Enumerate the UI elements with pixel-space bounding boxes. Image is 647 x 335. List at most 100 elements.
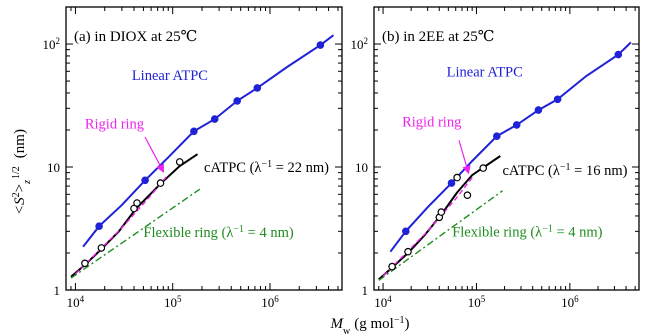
data-point [447, 179, 456, 187]
x-label-power: −1 [394, 315, 405, 326]
annotation-arrow [144, 136, 165, 173]
x-label-sub: w [343, 326, 351, 335]
annotation-label: cATPC (λ−1 = 16 nm) [502, 161, 627, 179]
annotation-after: = 4 nm) [553, 224, 603, 240]
y-label-unit: (nm) [12, 129, 28, 158]
panel-title: (b) in 2EE at 25℃ [382, 29, 495, 45]
data-point [190, 127, 198, 136]
data-point [141, 176, 149, 185]
plot-frame [65, 6, 343, 291]
x-tick-label: 104 [374, 294, 392, 310]
data-point [156, 179, 165, 187]
y-label-after: > [12, 184, 28, 192]
data-point [463, 191, 472, 200]
data-point [401, 227, 410, 236]
series-line [70, 153, 199, 278]
annotation-after: = 4 nm) [244, 225, 294, 241]
data-point [233, 97, 242, 105]
y-axis-label: <S2>z1/2 (nm) [11, 129, 33, 215]
series-line [378, 190, 503, 281]
annotation-label: Rigid ring [402, 114, 461, 130]
x-tick-label-exp: 5 [481, 294, 486, 304]
annotation-sup: −1 [233, 224, 244, 235]
x-tick-label-base: 10 [468, 295, 481, 310]
x-tick-label-exp: 5 [177, 294, 182, 304]
y-label-sup: 2 [11, 192, 22, 197]
annotation-text: Linear ATPC [447, 64, 523, 80]
annotation-label: Flexible ring (λ−1 = 4 nm) [143, 224, 293, 242]
x-tick-label: 106 [261, 294, 279, 310]
x-tick-label-base: 10 [374, 295, 387, 310]
y-tick-label: 1 [362, 283, 369, 298]
y-tick-label: 10 [47, 160, 60, 175]
data-point [81, 259, 89, 268]
annotation-sup: −1 [560, 161, 571, 172]
plot-frame [373, 6, 640, 291]
y-label-sub: z [22, 180, 33, 185]
y-tick-label-base: 1 [54, 283, 61, 298]
data-point [534, 106, 543, 114]
x-label-unit: (g mol [354, 316, 394, 332]
y-tick-label-base: 10 [47, 160, 60, 175]
data-point [253, 84, 262, 92]
annotation-text: Rigid ring [402, 114, 461, 130]
x-tick-label: 106 [561, 294, 579, 310]
annotation-text: Linear ATPC [132, 68, 208, 84]
y-tick-label-base: 1 [362, 283, 369, 298]
annotation-sup: −1 [542, 223, 553, 234]
annotation-label: Linear ATPC [447, 64, 523, 80]
data-point [492, 132, 501, 141]
x-tick-label-base: 10 [67, 295, 80, 310]
y-tick-label: 1 [54, 283, 61, 298]
y-tick-label-exp: 2 [56, 36, 61, 46]
annotation-text: cATPC (λ [204, 160, 261, 176]
annotation-after: = 22 nm) [272, 160, 329, 176]
data-point [553, 95, 562, 104]
panel-title: (a) in DIOX at 25℃ [74, 29, 197, 45]
x-label-main: M [330, 316, 345, 332]
x-tick-label-exp: 6 [274, 294, 279, 304]
series-line [389, 41, 632, 253]
data-point [614, 50, 623, 59]
x-label-close: ) [404, 316, 409, 332]
y-tick-label-base: 10 [43, 37, 56, 52]
data-point [175, 158, 184, 166]
x-tick-label-base: 10 [261, 295, 274, 310]
x-tick-label-exp: 6 [574, 294, 579, 304]
y-tick-label-base: 10 [351, 37, 364, 52]
x-tick-label-base: 10 [164, 295, 177, 310]
series-line [82, 34, 335, 248]
data-point [479, 164, 488, 172]
x-axis-label: Mw (g mol−1) [330, 315, 410, 335]
data-point [453, 173, 461, 182]
x-tick-label: 105 [164, 294, 182, 310]
x-tick-label-exp: 4 [80, 294, 85, 304]
y-tick-label: 102 [43, 36, 61, 52]
annotation-after: = 16 nm) [571, 163, 628, 179]
x-tick-label-exp: 4 [387, 294, 392, 304]
y-tick-label-base: 10 [355, 160, 368, 175]
annotation-label: Flexible ring (λ−1 = 4 nm) [452, 223, 602, 241]
y-tick-label-exp: 2 [364, 36, 369, 46]
x-tick-label-base: 10 [561, 295, 574, 310]
data-point [97, 244, 106, 252]
data-point [133, 199, 141, 207]
annotation-text: Flexible ring (λ [452, 224, 542, 240]
annotation-sup: −1 [261, 159, 272, 170]
x-tick-label: 105 [468, 294, 486, 310]
y-label-main: <S [12, 197, 28, 215]
data-point [512, 121, 521, 129]
y-tick-label: 10 [355, 160, 368, 175]
series-line [70, 188, 201, 279]
data-point [210, 115, 219, 123]
annotation-label: cATPC (λ−1 = 22 nm) [204, 159, 329, 177]
annotation-text: Flexible ring (λ [143, 225, 233, 241]
x-tick-label: 104 [67, 294, 85, 310]
data-point [316, 41, 325, 49]
data-point [388, 262, 396, 271]
y-tick-label: 102 [351, 36, 369, 52]
data-point [404, 247, 412, 256]
